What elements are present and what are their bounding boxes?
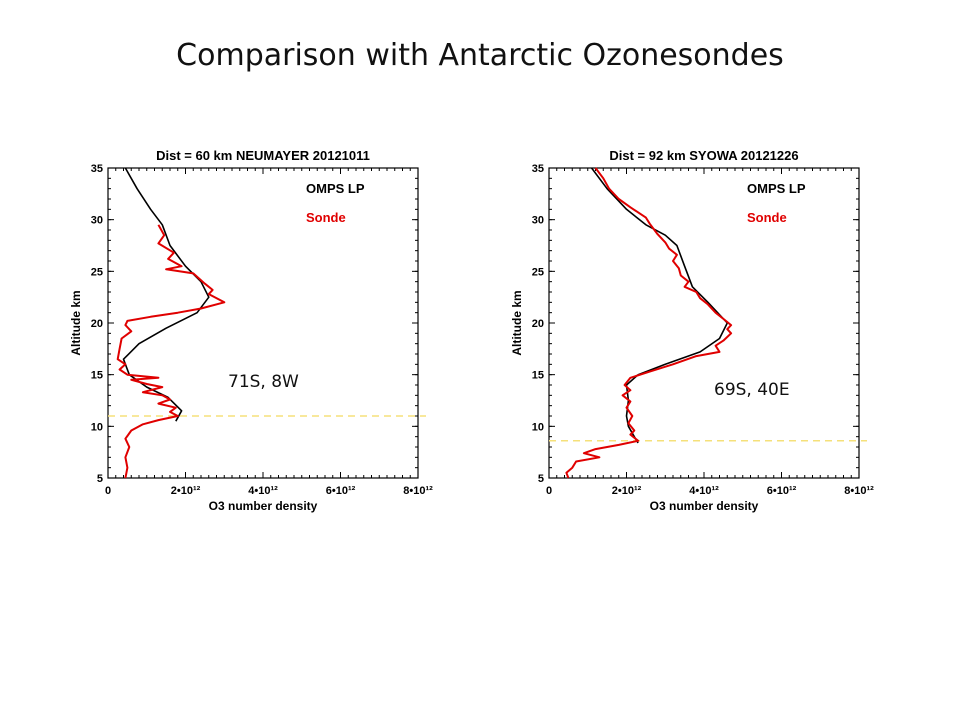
x-axis-label: O3 number density xyxy=(650,499,759,513)
legend-entry: OMPS LP xyxy=(306,181,365,196)
y-tick-label: 25 xyxy=(91,266,103,278)
location-label-neumayer: 71S, 8W xyxy=(228,372,299,392)
x-tick-label: 4•10¹² xyxy=(248,485,278,497)
sonde-line xyxy=(565,167,733,479)
y-tick-label: 10 xyxy=(532,421,544,433)
legend-entry: Sonde xyxy=(306,210,346,225)
x-tick-label: 2•10¹² xyxy=(612,485,642,497)
x-tick-label: 2•10¹² xyxy=(171,485,201,497)
x-tick-label: 0 xyxy=(105,485,111,497)
y-tick-label: 35 xyxy=(532,163,544,175)
x-tick-label: 8•10¹² xyxy=(844,485,874,497)
y-tick-label: 5 xyxy=(97,473,103,485)
x-tick-label: 6•10¹² xyxy=(767,485,797,497)
omps-lp-line xyxy=(590,167,729,444)
location-label-syowa: 69S, 40E xyxy=(714,380,790,400)
x-tick-label: 8•10¹² xyxy=(403,485,433,497)
y-tick-label: 15 xyxy=(532,370,544,382)
y-tick-label: 20 xyxy=(91,318,103,330)
y-axis-label: Altitude km xyxy=(510,290,524,355)
y-tick-label: 20 xyxy=(532,318,544,330)
y-axis-label: Altitude km xyxy=(69,290,83,355)
x-tick-label: 0 xyxy=(546,485,552,497)
y-tick-label: 35 xyxy=(91,163,103,175)
x-axis-label: O3 number density xyxy=(209,499,318,513)
chart-title: Dist = 60 km NEUMAYER 20121011 xyxy=(156,148,370,163)
omps-lp-line xyxy=(122,167,210,422)
chart-title: Dist = 92 km SYOWA 20121226 xyxy=(609,148,798,163)
y-tick-label: 30 xyxy=(91,215,103,227)
y-tick-label: 10 xyxy=(91,421,103,433)
sonde-line xyxy=(116,224,226,479)
plot-frame xyxy=(548,167,860,479)
legend-entry: Sonde xyxy=(747,210,787,225)
legend-entry: OMPS LP xyxy=(747,181,806,196)
x-tick-label: 4•10¹² xyxy=(689,485,719,497)
y-tick-label: 25 xyxy=(532,266,544,278)
y-tick-label: 15 xyxy=(91,370,103,382)
x-tick-label: 6•10¹² xyxy=(326,485,356,497)
slide-title: Comparison with Antarctic Ozonesondes xyxy=(176,38,784,73)
y-tick-label: 30 xyxy=(532,215,544,227)
y-tick-label: 5 xyxy=(538,473,544,485)
